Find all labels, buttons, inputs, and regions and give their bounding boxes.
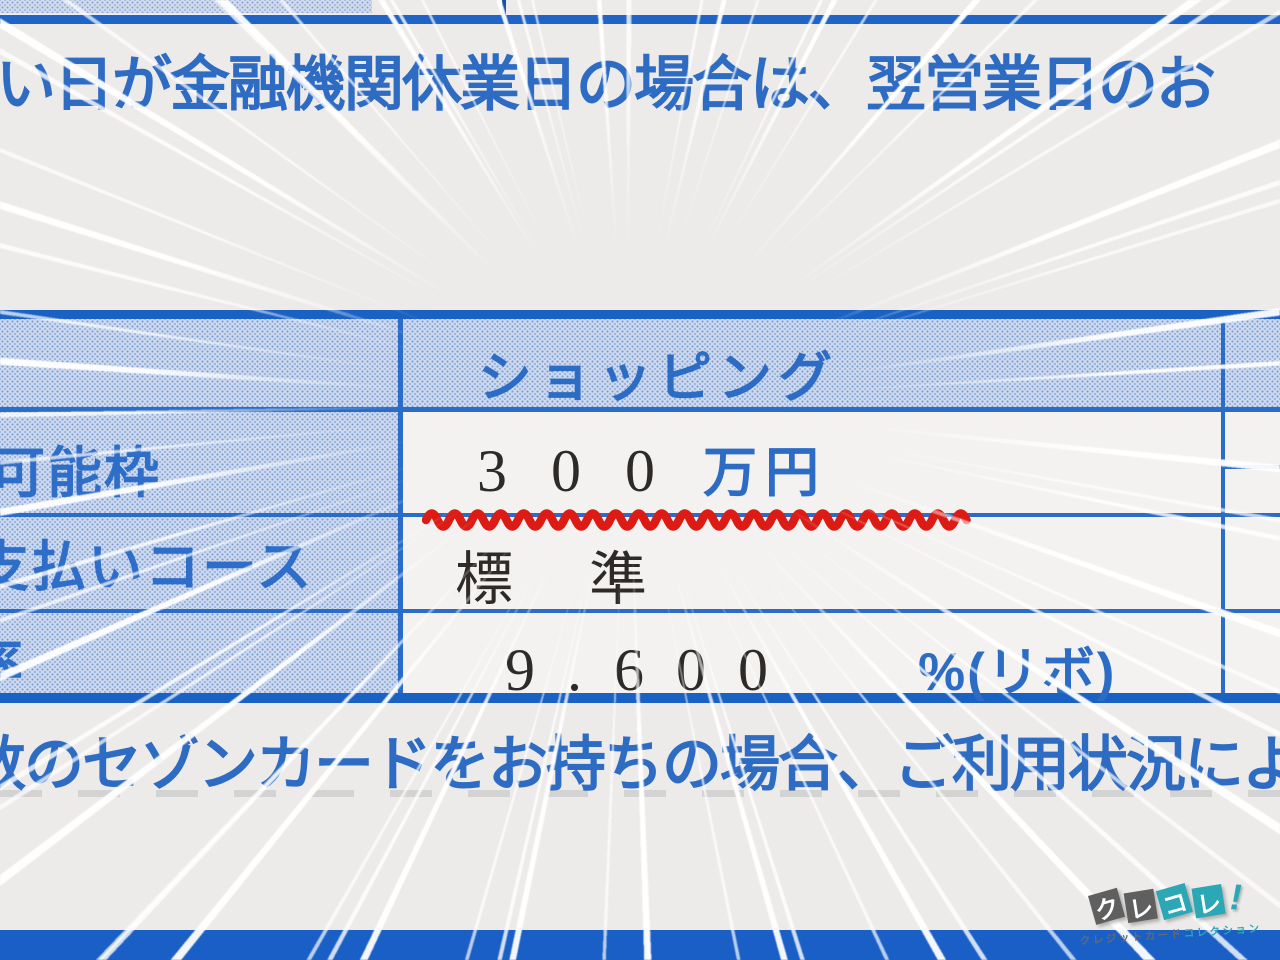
row-label-payment-course: 支払いコース xyxy=(0,536,314,598)
credit-limit-value: 300 万円 xyxy=(477,428,827,507)
logo-tile-2: レ xyxy=(1123,888,1158,924)
row-label-rate: 率 xyxy=(0,620,25,700)
rate-amount: 9.600 xyxy=(505,637,800,703)
column-divider-right xyxy=(1221,319,1225,693)
top-notice-text: い日が金融機関休業日の場合は、翌営業日のお xyxy=(0,51,1216,118)
payment-course-value: 標準 xyxy=(455,547,724,612)
red-wavy-underline xyxy=(422,509,971,531)
table-header-label: ショッピング xyxy=(478,348,838,408)
credit-limit-unit: 万円 xyxy=(703,443,827,503)
logo-tiles: ク レ コ レ ! xyxy=(1087,874,1274,929)
watermark-logo: ク レ コ レ ! クレジットカードコレクション xyxy=(1079,874,1276,948)
right-stub-row-border xyxy=(1225,465,1280,469)
column-divider-left xyxy=(398,319,403,693)
top-border-rule xyxy=(0,15,1280,24)
row-label-credit-limit: 可能枠 xyxy=(0,442,162,504)
logo-tile-3: コ xyxy=(1155,883,1193,921)
credit-limit-amount: 300 xyxy=(477,438,699,504)
bottom-notice-main: のセゾンカードをお持ちの場合、ご利用状況により xyxy=(24,731,1280,798)
logo-exclamation: ! xyxy=(1225,876,1247,918)
table-header-row: ショッピング xyxy=(0,319,1280,412)
faint-dotted-line xyxy=(0,790,1280,797)
top-halftone-band xyxy=(0,0,372,13)
rate-unit: %(リボ) xyxy=(918,643,1117,702)
rate-value: 9.600 %(リボ) xyxy=(505,630,1116,706)
logo-tile-4: レ xyxy=(1191,884,1226,919)
bottom-notice-fragment: 数 xyxy=(0,731,26,798)
logo-tile-1: ク xyxy=(1087,887,1126,925)
